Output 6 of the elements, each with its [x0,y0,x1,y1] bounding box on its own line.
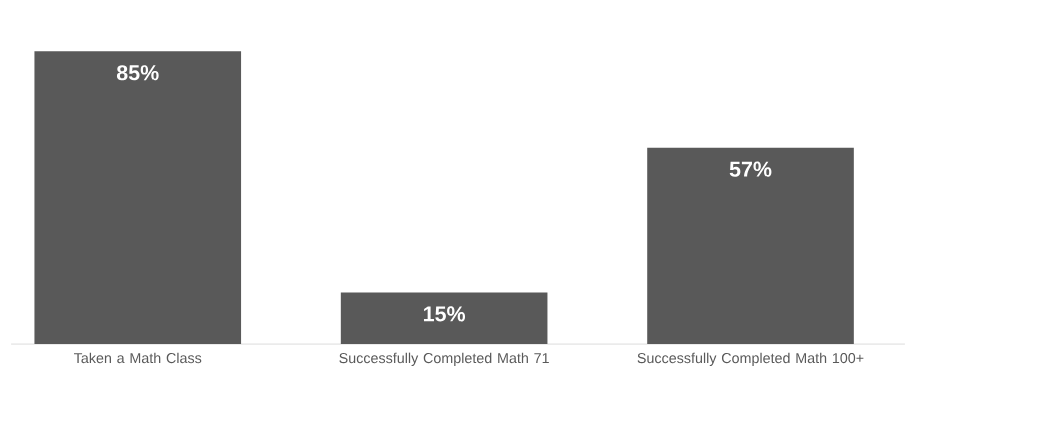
data-label: 57% [729,161,772,178]
data-label: 85% [116,65,159,81]
x-tick-label: Successfully Completed Math 100+ [637,352,864,367]
x-tick-label: Taken a Math Class [74,352,202,364]
data-label: 15% [423,306,466,322]
x-tick-label: Successfully Completed Math 71 [339,352,549,367]
